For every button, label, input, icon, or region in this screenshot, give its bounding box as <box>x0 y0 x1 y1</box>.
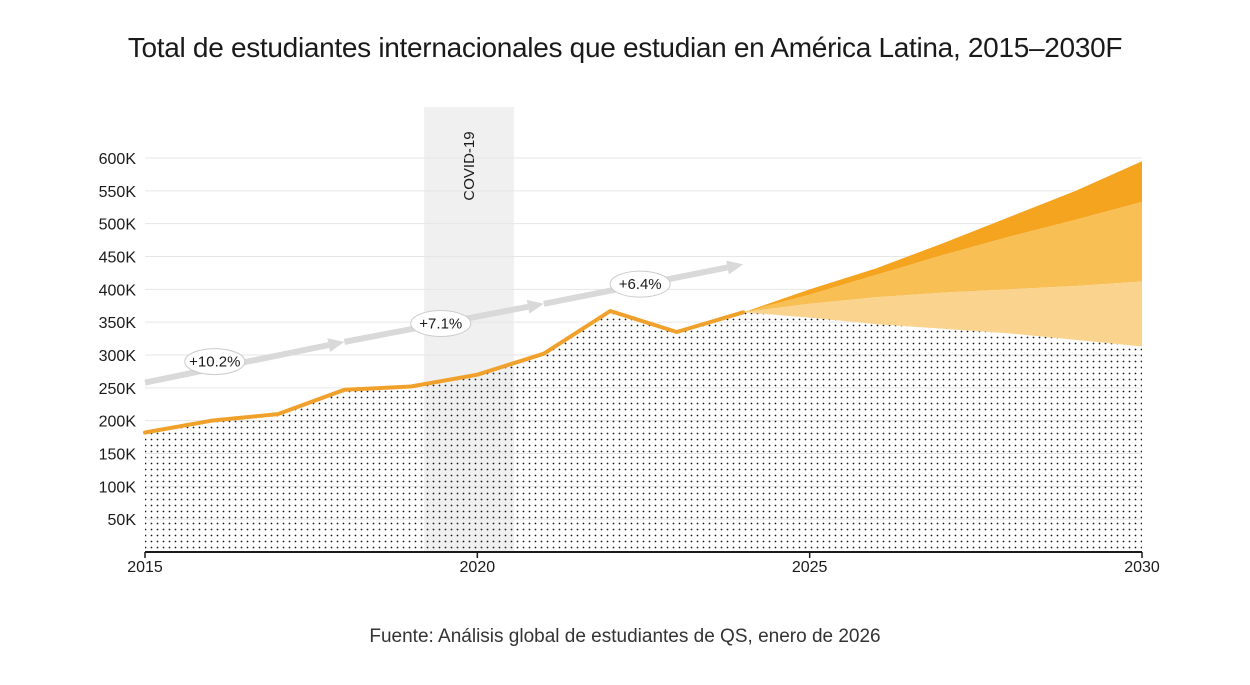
growth-arrow-head <box>526 299 544 314</box>
y-tick-label: 600K <box>99 151 137 168</box>
y-tick-label: 50K <box>108 512 137 529</box>
covid-label: COVID-19 <box>461 131 478 200</box>
y-tick-label: 250K <box>99 381 137 398</box>
y-tick-label: 150K <box>99 447 137 464</box>
growth-label-bubble <box>184 348 246 376</box>
growth-label: +6.4% <box>619 276 662 293</box>
x-tick-label: 2015 <box>127 559 163 576</box>
y-tick-label: 300K <box>99 348 137 365</box>
y-tick-label: 350K <box>99 315 137 332</box>
y-tick-label: 100K <box>99 479 137 496</box>
y-tick-label: 200K <box>99 414 137 431</box>
forecast-band-low <box>743 281 1142 347</box>
growth-label: +10.2% <box>189 354 240 371</box>
growth-label-bubble <box>609 270 671 298</box>
y-tick-label: 550K <box>99 184 137 201</box>
growth-arrow-head <box>726 260 744 275</box>
x-tick-label: 2030 <box>1124 559 1160 576</box>
y-tick-label: 500K <box>99 217 137 234</box>
historical-line <box>143 309 746 435</box>
y-tick-label: 450K <box>99 250 137 267</box>
y-tick-label: 400K <box>99 282 137 299</box>
growth-label-bubble <box>410 309 472 337</box>
forecast-band-mid <box>743 201 1142 313</box>
dotted-area <box>145 311 1142 552</box>
chart-source: Fuente: Análisis global de estudiantes d… <box>369 626 881 647</box>
growth-label: +7.1% <box>419 315 462 332</box>
chart-title: Total de estudiantes internacionales que… <box>127 32 1123 63</box>
x-tick-label: 2020 <box>460 559 496 576</box>
x-tick-label: 2025 <box>792 559 828 576</box>
growth-arrow-head <box>327 338 345 352</box>
